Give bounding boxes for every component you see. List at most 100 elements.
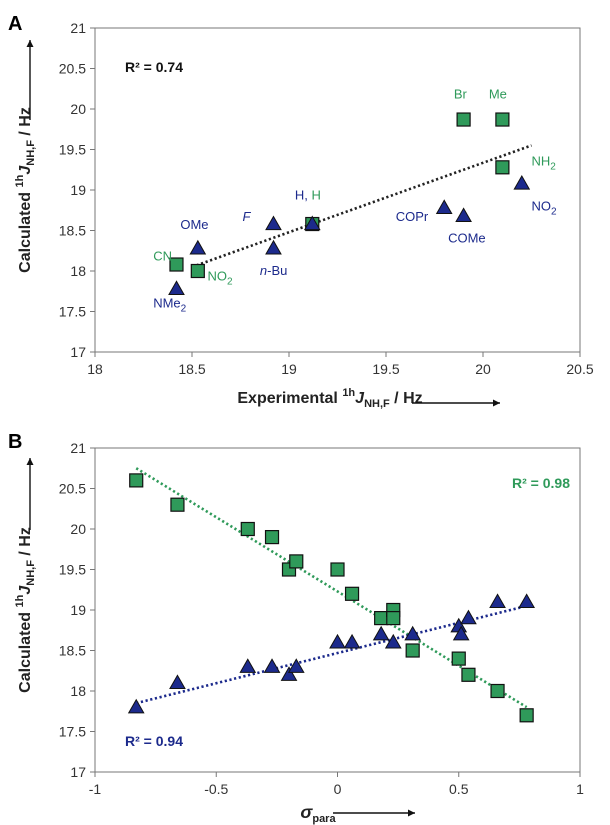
square-point-2: [170, 497, 185, 512]
panel-letter: A: [8, 13, 22, 35]
point-label-13: NO2: [532, 198, 558, 217]
y-axis-label: Calculated 1hJNH,F / Hz: [14, 527, 37, 693]
point-label-1: CN: [153, 248, 172, 263]
plot-frame: [94, 447, 581, 773]
triangle-point-6: [287, 658, 305, 673]
triangle-point-6: [435, 199, 453, 214]
y-axis-label: Calculated 1hJNH,F / Hz: [14, 107, 37, 273]
triangle-point-1: [168, 280, 185, 295]
trendline-1: [191, 144, 532, 269]
square-point-3: [240, 521, 255, 537]
triangle-point-11: [404, 625, 422, 641]
point-label-10: Br: [454, 86, 468, 101]
y-tick-label: 17.5: [59, 304, 86, 320]
square-point-5: [495, 112, 510, 127]
triangle-point-8: [343, 633, 361, 649]
triangle-point-13: [452, 625, 470, 641]
x-tick-label: 18.5: [178, 361, 205, 377]
x-axis-arrow-head: [493, 399, 500, 407]
triangle-point-4: [263, 658, 281, 673]
triangle-point-7: [455, 207, 472, 223]
square-point-12: [405, 643, 420, 658]
y-tick-label: 17: [70, 764, 86, 780]
x-tick-label: 18: [87, 361, 103, 377]
triangle-point-16: [518, 593, 536, 609]
y-tick-label: 19.5: [59, 142, 86, 158]
triangle-point-5: [280, 666, 298, 681]
x-tick-label: 1: [576, 781, 584, 797]
triangle-point-3: [239, 658, 257, 673]
square-point-13: [451, 651, 466, 666]
triangle-point-14: [460, 609, 477, 625]
y-tick-label: 17: [70, 344, 86, 360]
r2-label: R² = 0.74: [125, 59, 183, 75]
y-tick-label: 21: [70, 440, 86, 456]
x-tick-label: 0: [334, 781, 342, 797]
square-point-6: [495, 160, 510, 175]
y-tick-label: 19: [70, 602, 86, 618]
r2-label-blue: R² = 0.94: [125, 733, 183, 749]
y-axis-arrow-head: [26, 40, 34, 47]
x-tick-label: 0.5: [449, 781, 469, 797]
square-point-7: [330, 562, 345, 577]
r2-label-green: R² = 0.98: [512, 475, 570, 491]
x-axis-label: Experimental 1hJNH,F / Hz: [237, 387, 422, 410]
point-label-4: NMe2: [153, 295, 186, 314]
triangle-point-2: [169, 674, 186, 690]
square-point-6: [289, 554, 304, 569]
y-tick-label: 20: [70, 521, 86, 537]
point-label-5: F: [242, 209, 251, 224]
triangle-point-1: [127, 698, 145, 714]
triangle-point-10: [384, 633, 402, 649]
y-tick-label: 18.5: [59, 223, 86, 239]
square-point-15: [490, 683, 505, 699]
triangle-point-9: [372, 625, 390, 641]
y-tick-label: 19: [70, 182, 86, 198]
square-point-16: [519, 708, 534, 723]
x-tick-label: 19: [281, 361, 297, 377]
square-point-8: [344, 586, 360, 601]
y-tick-label: 20: [70, 101, 86, 117]
x-tick-label: 19.5: [372, 361, 399, 377]
point-label-12: NH2: [532, 154, 557, 173]
square-point-2: [190, 263, 205, 279]
square-point-14: [461, 667, 476, 682]
triangle-point-15: [489, 593, 506, 609]
y-axis-arrow-head: [26, 458, 34, 465]
square-point-1: [169, 257, 184, 272]
panel-a: A 17 17.5 18 18.5 19 19.5 20 20.5 21 18 18.5 19 19.5 2…: [8, 13, 594, 410]
square-point-4: [264, 529, 280, 545]
point-label-6: n-Bu: [260, 263, 287, 278]
y-tick-label: 18: [70, 263, 86, 279]
y-tick-label: 20.5: [59, 61, 86, 77]
point-label-9: COMe: [448, 231, 486, 246]
y-tick-label: 18.5: [59, 643, 86, 659]
point-label-2: NO2: [208, 269, 234, 288]
triangle-point-3: [265, 215, 282, 231]
square-point-11: [386, 610, 401, 626]
triangle-point-4: [265, 239, 282, 255]
y-tick-label: 19.5: [59, 562, 86, 578]
square-point-4: [456, 112, 471, 127]
point-label-7: H, H: [295, 188, 321, 203]
y-tick-label: 21: [70, 20, 86, 36]
x-tick-label: -0.5: [204, 781, 228, 797]
square-point-1: [129, 473, 144, 488]
x-tick-label: 20.5: [566, 361, 593, 377]
point-label-3: OMe: [180, 217, 208, 232]
y-tick-label: 20.5: [59, 481, 86, 497]
panel-letter: B: [8, 431, 22, 453]
x-tick-label: -1: [89, 781, 102, 797]
point-label-11: Me: [489, 86, 507, 101]
x-axis-arrow-head: [408, 809, 415, 817]
y-tick-label: 17.5: [59, 724, 86, 740]
y-tick-label: 18: [70, 683, 86, 699]
triangle-point-7: [329, 633, 346, 649]
triangle-point-5: [303, 215, 321, 231]
square-point-9: [374, 610, 389, 626]
triangle-point-2: [189, 239, 207, 255]
triangle-point-8: [513, 175, 531, 190]
point-label-8: COPr: [396, 209, 429, 224]
x-axis-label: σpara: [300, 802, 336, 825]
